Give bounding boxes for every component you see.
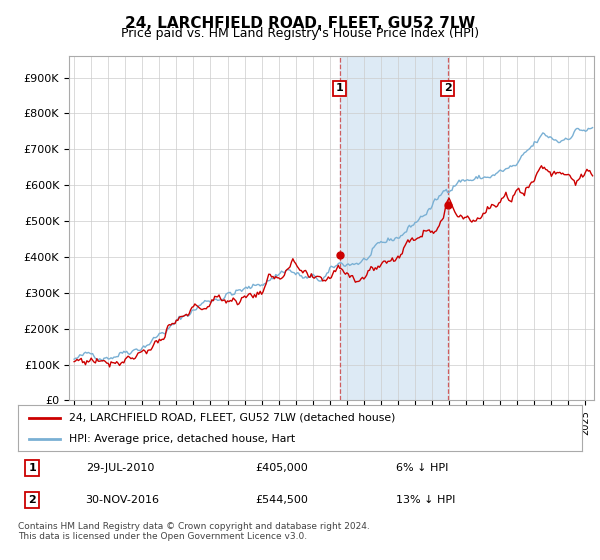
Text: 2: 2 — [444, 83, 452, 94]
Bar — [340, 56, 448, 400]
Text: 24, LARCHFIELD ROAD, FLEET, GU52 7LW: 24, LARCHFIELD ROAD, FLEET, GU52 7LW — [125, 16, 475, 31]
Text: 1: 1 — [28, 463, 36, 473]
Text: Contains HM Land Registry data © Crown copyright and database right 2024.
This d: Contains HM Land Registry data © Crown c… — [18, 522, 370, 542]
Text: HPI: Average price, detached house, Hart: HPI: Average price, detached house, Hart — [69, 435, 295, 444]
Text: 24, LARCHFIELD ROAD, FLEET, GU52 7LW (detached house): 24, LARCHFIELD ROAD, FLEET, GU52 7LW (de… — [69, 413, 395, 423]
Text: 29-JUL-2010: 29-JUL-2010 — [86, 463, 154, 473]
Text: Price paid vs. HM Land Registry's House Price Index (HPI): Price paid vs. HM Land Registry's House … — [121, 27, 479, 40]
Text: 13% ↓ HPI: 13% ↓ HPI — [396, 495, 455, 505]
Text: 2: 2 — [28, 495, 36, 505]
Text: 30-NOV-2016: 30-NOV-2016 — [86, 495, 160, 505]
Text: £405,000: £405,000 — [255, 463, 308, 473]
Text: 6% ↓ HPI: 6% ↓ HPI — [396, 463, 448, 473]
Text: £544,500: £544,500 — [255, 495, 308, 505]
Text: 1: 1 — [335, 83, 343, 94]
